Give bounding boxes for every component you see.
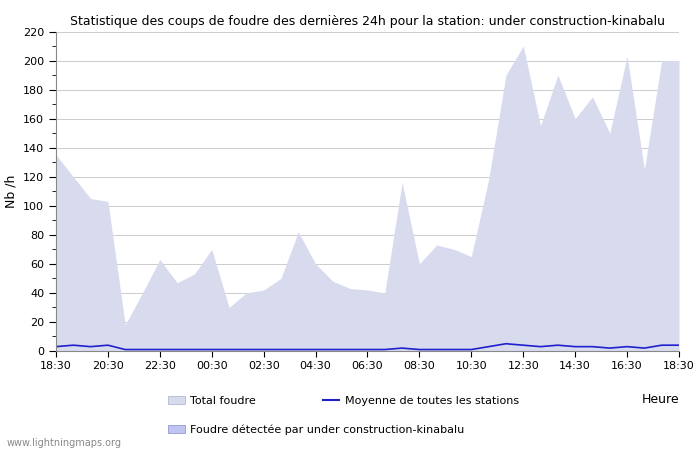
- Text: Heure: Heure: [641, 392, 679, 405]
- Y-axis label: Nb /h: Nb /h: [4, 175, 18, 208]
- Legend: Foudre détectée par under construction-kinabalu: Foudre détectée par under construction-k…: [168, 424, 465, 435]
- Text: www.lightningmaps.org: www.lightningmaps.org: [7, 438, 122, 448]
- Title: Statistique des coups de foudre des dernières 24h pour la station: under constru: Statistique des coups de foudre des dern…: [70, 14, 665, 27]
